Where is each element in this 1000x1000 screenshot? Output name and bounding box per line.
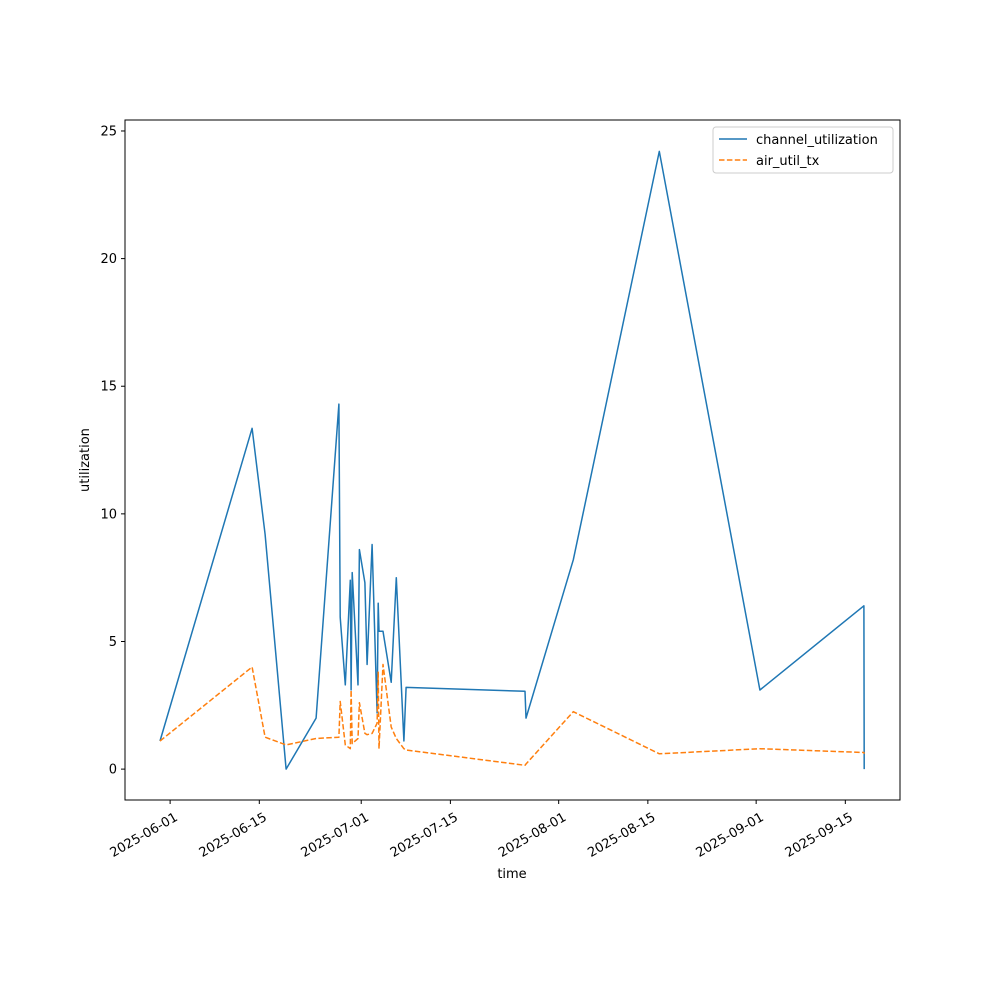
plot-lines — [159, 150, 865, 770]
y-axis-ticks: 0 5 10 15 20 25 — [100, 124, 125, 778]
axes-frame — [124, 119, 901, 801]
y-axis-label: utilization — [78, 428, 93, 492]
x-axis-label: time — [497, 867, 526, 882]
y-tick-label: 20 — [100, 252, 117, 267]
x-tick-label: 2025-08-01 — [496, 810, 569, 861]
y-tick-label: 5 — [109, 635, 117, 650]
y-tick-label: 10 — [100, 507, 117, 522]
x-tick-label: 2025-08-15 — [585, 810, 658, 861]
x-tick-label: 2025-09-01 — [694, 810, 767, 861]
legend: channel_utilization air_util_tx — [712, 126, 894, 174]
x-tick-label: 2025-07-15 — [388, 810, 461, 861]
legend-box — [712, 126, 894, 174]
legend-label-channel-utilization: channel_utilization — [756, 133, 878, 148]
y-tick-label: 0 — [109, 763, 117, 778]
y-tick-label: 25 — [100, 124, 117, 139]
x-tick-label: 2025-07-01 — [299, 810, 372, 861]
x-tick-label: 2025-06-01 — [108, 810, 181, 861]
series-line-channel-utilization — [159, 150, 865, 770]
x-tick-label: 2025-06-15 — [197, 810, 270, 861]
x-axis-ticks: 2025-06-01 2025-06-15 2025-07-01 2025-07-15… — [108, 800, 856, 861]
legend-label-air-util-tx: air_util_tx — [756, 154, 820, 169]
y-tick-label: 15 — [100, 380, 117, 395]
series-line-air-util-tx — [159, 663, 865, 767]
x-tick-label: 2025-09-15 — [783, 810, 856, 861]
